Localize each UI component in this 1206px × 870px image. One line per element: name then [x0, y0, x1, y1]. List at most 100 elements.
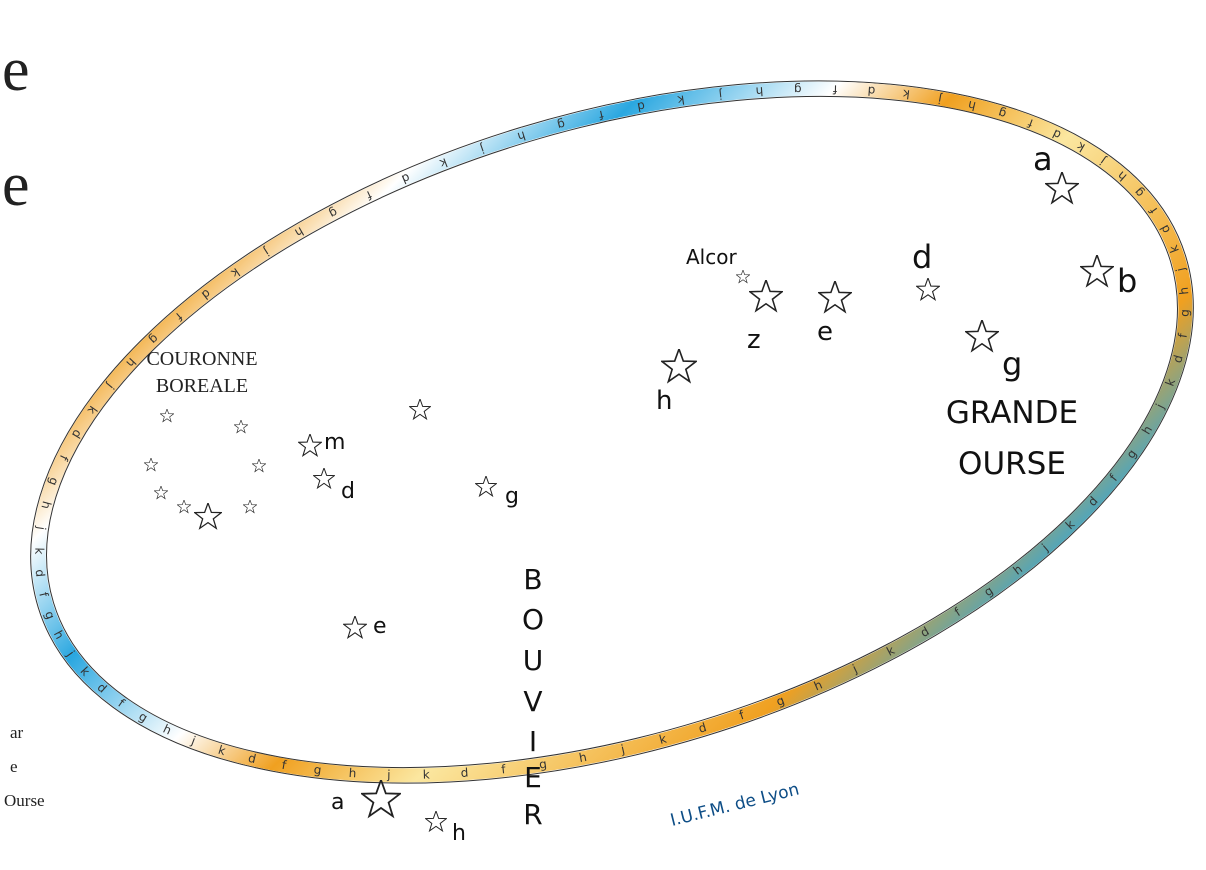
ring-letter: k	[1163, 377, 1179, 388]
constellation-name-couronne-2: BOREALE	[156, 375, 248, 397]
constellation-name-bouvier-b: B	[523, 563, 542, 596]
ring-letter: f	[363, 188, 374, 203]
star-label-boo-e: e	[373, 614, 387, 639]
star-label-uma-z: z	[747, 325, 761, 355]
left-fragment-bottom-2: e	[10, 757, 18, 776]
ring-letter: j	[850, 662, 860, 677]
star-label-boo-g: g	[505, 484, 519, 509]
star-label-uma-b: b	[1117, 262, 1137, 300]
ring-letter: j	[386, 768, 391, 782]
star-alcor	[736, 270, 750, 283]
star-label-boo-d: d	[341, 479, 355, 504]
star-label-boo-a: a	[331, 790, 344, 815]
ring-letter: d	[636, 99, 646, 114]
ring-letter: j	[1173, 266, 1188, 273]
ring-letter: k	[423, 767, 430, 781]
ring-letter: h	[1177, 286, 1192, 295]
constellation-name-bouvier-o: O	[522, 603, 544, 636]
constellation-couronne-boreale: COURONNE BOREALE	[144, 348, 266, 529]
ring-letter: g	[538, 757, 548, 772]
ring-letter: j	[261, 245, 272, 259]
ring-letter: g	[794, 82, 802, 96]
star-boo-top	[409, 399, 431, 420]
constellation-name-bouvier-i: I	[529, 725, 537, 758]
ring-letter: g	[996, 106, 1007, 122]
left-fragment-bottom-1: ar	[10, 723, 24, 742]
ring-letter: k	[658, 732, 668, 747]
ring-letter: f	[501, 762, 507, 776]
constellation-name-bouvier-e: E	[524, 761, 542, 794]
star-crb-6	[177, 500, 191, 513]
ring-letter: j	[718, 87, 724, 101]
star-uma-e	[818, 281, 852, 313]
ring-letter: h	[967, 98, 978, 113]
ring-letter: f	[1025, 116, 1035, 131]
left-fragment-2: e	[2, 151, 30, 219]
ring-letter: g	[1178, 309, 1192, 317]
star-label-alcor: Alcor	[686, 245, 737, 269]
ring-letter: j	[34, 525, 48, 531]
ring-letter: k	[902, 87, 911, 102]
ring-letter: d	[460, 765, 469, 779]
ring-letter: h	[38, 500, 53, 511]
star-uma-b	[1080, 255, 1114, 287]
ring-letter: k	[676, 92, 685, 107]
star-crb-8	[243, 500, 257, 513]
ring-letter: f	[36, 591, 51, 599]
ring-letter: j	[619, 742, 626, 757]
left-fragment-1: e	[2, 36, 30, 104]
ring-letter: d	[247, 751, 258, 766]
star-label-uma-h: h	[656, 386, 672, 416]
constellation-name-grande-ourse-2: OURSE	[958, 446, 1066, 482]
star-label-boo-m: m	[324, 430, 345, 455]
star-uma-h	[661, 349, 697, 383]
ring-letter: j	[63, 647, 77, 659]
ring-letter: d	[33, 569, 48, 578]
constellation-bouvier: m d g e a h B O U V I E R	[298, 399, 544, 846]
ring-credit: I.U.F.M. de Lyon	[668, 780, 801, 831]
left-fragment-bottom-3: Ourse	[4, 791, 45, 810]
star-uma-d	[916, 278, 940, 301]
ring-letter: k	[1166, 243, 1182, 255]
constellation-grande-ourse: a b d g e z Alcor h GRANDE OURSE	[656, 140, 1137, 482]
ring-letter: f	[597, 108, 605, 123]
ring-letter: j	[189, 733, 198, 748]
star-crb-1	[160, 409, 174, 422]
star-uma-z	[749, 280, 783, 312]
star-crb-2	[234, 420, 248, 433]
star-label-uma-e: e	[817, 317, 833, 347]
constellation-name-bouvier-v: V	[523, 685, 542, 718]
ring-letter: d	[697, 720, 708, 736]
star-boo-e	[343, 616, 367, 639]
ring-letter: f	[832, 82, 837, 96]
ring-letter: k	[32, 547, 46, 554]
star-boo-m	[298, 434, 322, 457]
star-label-boo-h: h	[452, 821, 466, 846]
constellation-name-grande-ourse-1: GRANDE	[946, 395, 1078, 431]
constellation-name-bouvier-u: U	[523, 644, 544, 677]
constellation-name-bouvier-r: R	[523, 798, 542, 831]
ring-letter: k	[216, 743, 227, 758]
star-label-uma-a: a	[1033, 140, 1053, 178]
ring-letter: g	[556, 117, 567, 132]
ring-letter: f	[281, 758, 288, 773]
ring-letter: k	[438, 155, 450, 171]
ring-letter: j	[478, 141, 487, 156]
star-boo-h	[425, 811, 447, 832]
ring-letter: j	[1097, 154, 1109, 168]
star-crb-5	[154, 486, 168, 499]
ring-letter: g	[313, 762, 322, 777]
star-crb-4	[252, 459, 266, 472]
star-uma-g	[965, 320, 999, 352]
ring-letter: j	[937, 92, 944, 107]
ring-letter: h	[755, 84, 764, 98]
star-boo-d	[313, 468, 335, 489]
ring-letter: h	[578, 750, 588, 765]
star-label-uma-g: g	[1002, 345, 1022, 383]
star-label-uma-d: d	[912, 238, 932, 276]
star-boo-a	[361, 780, 401, 818]
ring-letter: h	[516, 128, 527, 144]
ring-letter: f	[56, 453, 71, 464]
ring-letter: f	[952, 605, 964, 619]
